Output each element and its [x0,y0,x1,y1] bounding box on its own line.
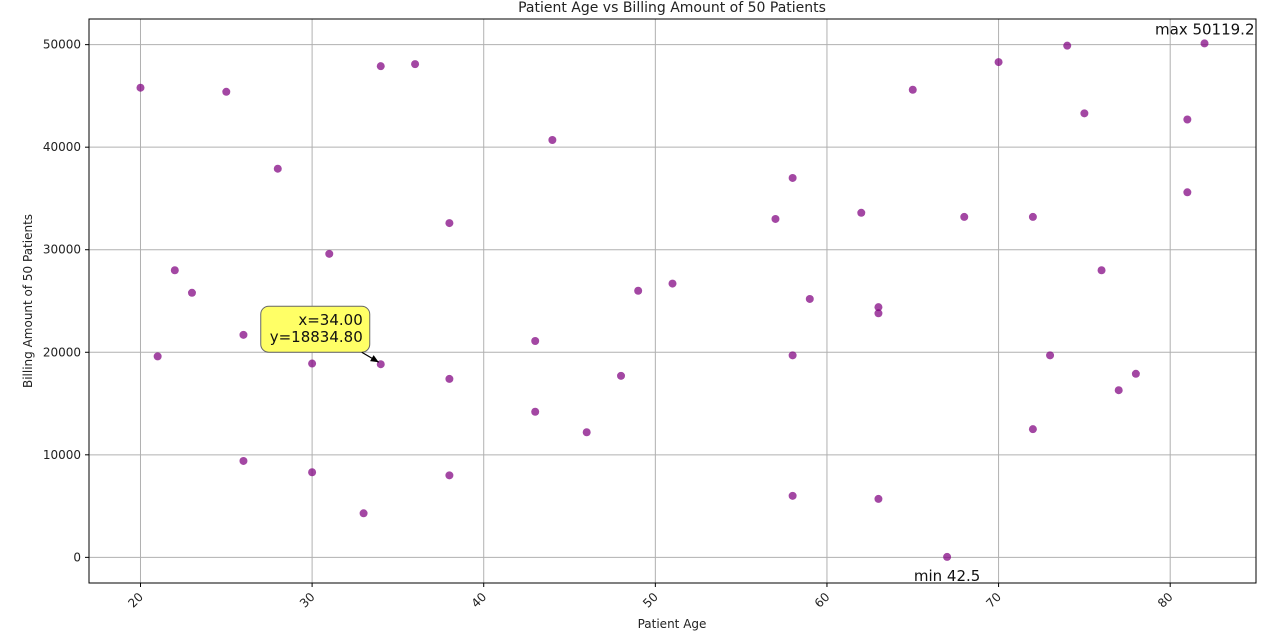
data-point [1114,386,1123,395]
data-point [239,330,248,339]
data-point [617,371,626,380]
data-point [788,351,797,360]
data-point [1131,369,1140,378]
tooltip-box [260,305,371,353]
data-point [805,294,814,303]
x-axis-ticks: 20 30 40 50 60 70 80 [125,583,1176,611]
data-point [222,87,231,96]
data-point [874,494,883,503]
data-point [376,62,385,71]
y-tick-label: 0 [73,550,81,564]
chart-title: Patient Age vs Billing Amount of 50 Pati… [518,0,826,16]
y-tick-label: 40000 [43,140,81,154]
point-tooltip: x=34.00 y=18834.80 [260,305,380,363]
data-point [668,279,677,288]
data-point [874,303,883,312]
tooltip-y-value: y=18834.80 [270,328,363,346]
data-point [136,83,145,92]
tooltip-arrowhead [370,355,379,363]
data-point [1028,212,1037,221]
y-tick-label: 20000 [43,345,81,359]
data-point [308,468,317,477]
data-point [874,309,883,318]
data-point [170,266,179,275]
data-point [445,219,454,228]
data-point [445,471,454,480]
data-point [788,491,797,500]
data-point [1200,39,1209,48]
data-point [994,58,1003,67]
x-tick-label: 50 [640,590,661,611]
data-point [531,407,540,416]
grid-lines [89,19,1256,583]
data-point [187,288,196,297]
data-point [273,164,282,173]
y-tick-label: 10000 [43,448,81,462]
data-point [908,85,917,94]
data-point [857,208,866,217]
y-tick-label: 50000 [43,38,81,52]
data-point [325,249,334,258]
data-point [1046,351,1055,360]
data-point [943,552,952,561]
data-points [136,39,1209,561]
y-axis-ticks: 0 10000 20000 30000 40000 50000 [43,38,89,564]
x-tick-label: 80 [1155,590,1176,611]
min-annotation: min 42.5 [914,567,980,585]
data-point [771,214,780,223]
data-point [359,509,368,518]
tooltip-x-value: x=34.00 [298,311,362,329]
x-tick-label: 40 [469,590,490,611]
x-axis-label: Patient Age [638,617,707,631]
plot-frame [88,18,1257,584]
x-tick-label: 70 [983,590,1004,611]
data-point [634,286,643,295]
data-point [960,212,969,221]
data-point [153,352,162,361]
data-point [582,428,591,437]
data-point [1097,266,1106,275]
data-point [548,136,557,145]
x-tick-label: 30 [297,590,318,611]
data-point [1183,115,1192,124]
data-point [1080,109,1089,118]
data-point [308,359,317,368]
max-annotation: max 50119.2 [1155,20,1254,38]
y-axis-label: Billing Amount of 50 Patients [21,214,35,388]
x-tick-label: 60 [812,590,833,611]
data-point [445,374,454,383]
data-point [239,456,248,465]
x-tick-label: 20 [125,590,146,611]
y-tick-label: 30000 [43,243,81,257]
data-point [531,336,540,345]
data-point [1063,41,1072,50]
data-point [1028,425,1037,434]
data-point [411,60,420,69]
data-point [788,173,797,182]
data-point [1183,188,1192,197]
